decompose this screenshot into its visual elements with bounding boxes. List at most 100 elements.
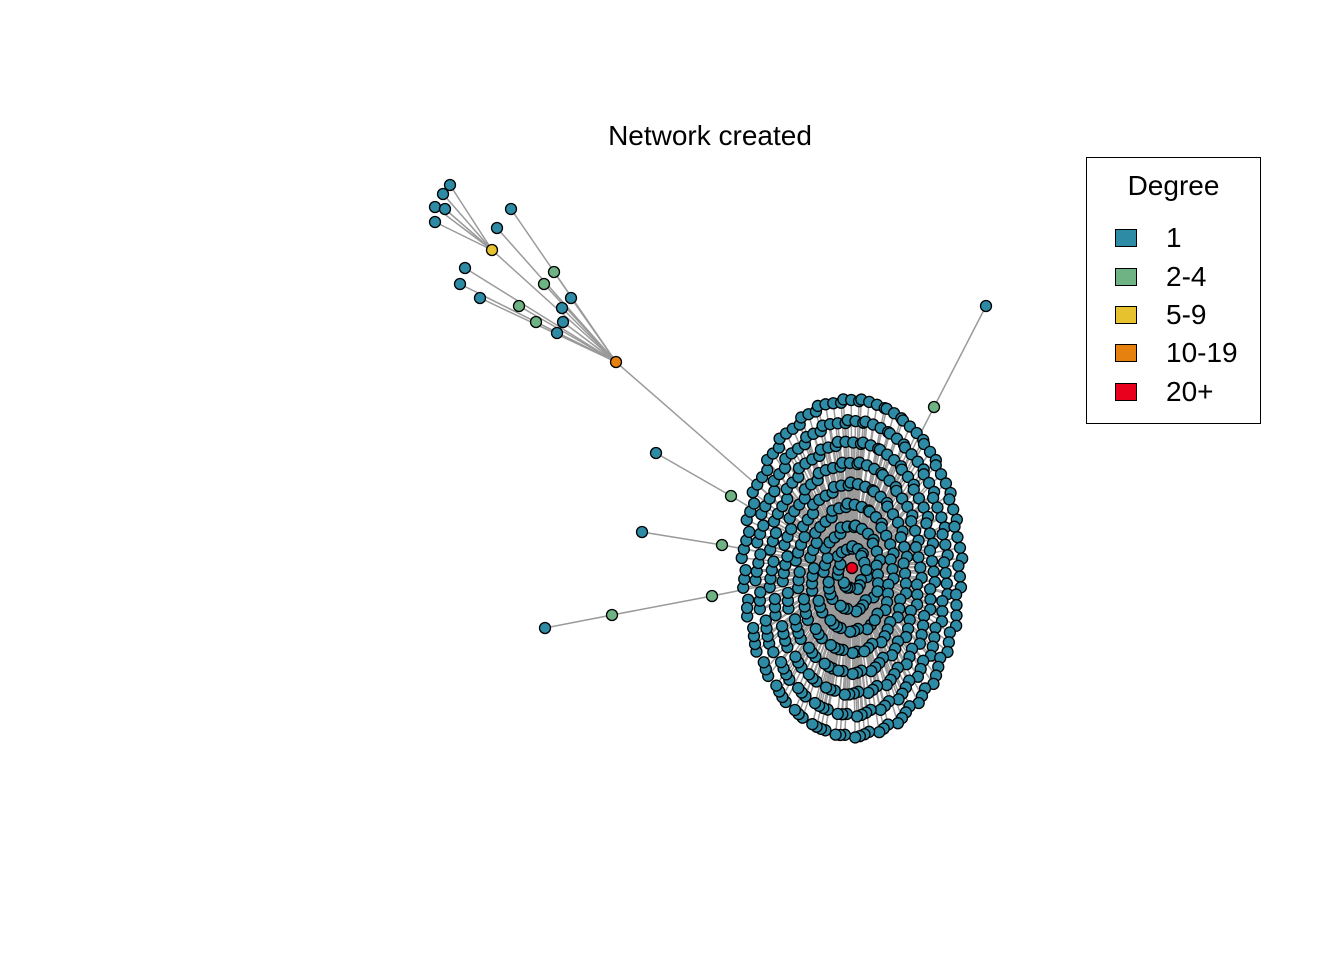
node-degree-1 xyxy=(953,570,967,583)
node-degree-10-19 xyxy=(609,355,623,369)
edge xyxy=(562,321,617,363)
node-degree-1 xyxy=(428,215,442,229)
node-degree-1 xyxy=(937,556,951,569)
node-degree-2-4 xyxy=(724,489,738,503)
node-degree-1 xyxy=(436,187,450,201)
node-degree-1 xyxy=(950,609,963,622)
node-degree-1 xyxy=(912,551,925,564)
legend-swatch-degree-10-19 xyxy=(1115,344,1137,362)
node-degree-1 xyxy=(923,445,937,459)
node-degree-1 xyxy=(770,679,783,692)
legend-item-degree-5-9: 5-9 xyxy=(1115,299,1207,330)
node-degree-1 xyxy=(948,520,961,533)
node-degree-1 xyxy=(757,656,770,669)
node-degree-1 xyxy=(860,563,873,577)
node-degree-1 xyxy=(504,202,518,216)
legend-swatch-degree-5-9 xyxy=(1115,306,1137,324)
node-degree-1 xyxy=(949,588,963,601)
node-degree-1 xyxy=(939,566,952,580)
node-degree-1 xyxy=(443,178,457,192)
node-degree-1 xyxy=(781,492,794,506)
node-degree-1 xyxy=(934,468,948,481)
node-degree-1 xyxy=(810,536,823,550)
node-degree-1 xyxy=(925,554,939,568)
node-degree-1 xyxy=(952,559,965,573)
node-degree-1 xyxy=(832,664,845,677)
node-degree-1 xyxy=(951,531,964,544)
node-degree-5-9 xyxy=(485,243,499,257)
node-degree-2-4 xyxy=(927,400,941,414)
node-degree-1 xyxy=(458,261,472,275)
edge xyxy=(655,452,732,497)
node-degree-1 xyxy=(850,710,864,723)
node-degree-1 xyxy=(473,291,487,305)
legend-label-degree-1: 1 xyxy=(1166,222,1182,253)
node-degree-1 xyxy=(808,696,822,710)
node-degree-1 xyxy=(940,577,953,590)
node-degree-2-4 xyxy=(529,315,543,329)
node-degree-1 xyxy=(936,528,949,541)
node-degree-1 xyxy=(798,530,811,544)
node-degree-2-4 xyxy=(605,608,619,622)
node-degree-1 xyxy=(747,621,760,635)
node-degree-1 xyxy=(757,519,770,532)
edge xyxy=(496,227,617,363)
node-degree-1 xyxy=(781,586,795,600)
legend-label-degree-5-9: 5-9 xyxy=(1166,299,1207,330)
node-degree-1 xyxy=(862,686,875,699)
edge xyxy=(611,595,713,616)
node-degree-2-4 xyxy=(715,538,729,552)
node-degree-1 xyxy=(873,726,886,739)
legend-label-degree-2-4: 2-4 xyxy=(1166,261,1207,292)
node-degree-1 xyxy=(834,599,847,612)
node-degree-1 xyxy=(739,563,752,577)
node-degree-1 xyxy=(818,657,831,670)
node-degree-1 xyxy=(807,562,821,575)
node-degree-1 xyxy=(793,565,806,579)
node-degree-1 xyxy=(774,656,788,669)
edge xyxy=(544,614,613,629)
node-degree-1 xyxy=(871,585,884,598)
node-degree-1 xyxy=(538,621,552,635)
node-degree-2-4 xyxy=(537,277,551,291)
node-degree-2-4 xyxy=(705,589,719,603)
node-degree-1 xyxy=(747,497,761,510)
node-degree-1 xyxy=(868,613,881,627)
node-degree-1 xyxy=(453,277,467,291)
node-degree-1 xyxy=(788,613,802,626)
node-degree-1 xyxy=(490,221,504,235)
node-degree-1 xyxy=(936,605,949,618)
node-degree-1 xyxy=(767,555,780,568)
node-degree-1 xyxy=(754,586,767,599)
edge xyxy=(510,208,617,363)
node-degree-1 xyxy=(829,728,842,741)
node-degree-1 xyxy=(849,731,862,744)
node-degree-1 xyxy=(806,718,819,731)
node-degree-1 xyxy=(927,565,940,578)
node-degree-1 xyxy=(564,291,578,305)
node-degree-1 xyxy=(789,650,802,663)
node-degree-1 xyxy=(923,527,937,540)
node-degree-1 xyxy=(947,503,960,516)
node-degree-1 xyxy=(824,614,837,627)
node-degree-1 xyxy=(781,550,794,563)
node-degree-1 xyxy=(438,202,452,216)
legend-item-degree-20-plus: 20+ xyxy=(1115,376,1214,407)
node-degree-1 xyxy=(950,598,963,612)
node-degree-1 xyxy=(761,463,774,477)
legend-item-degree-2-4: 2-4 xyxy=(1115,261,1207,292)
node-degree-1 xyxy=(824,638,838,652)
node-degree-1 xyxy=(914,561,927,574)
node-degree-1 xyxy=(759,614,772,627)
node-degree-1 xyxy=(555,301,569,315)
node-degree-1 xyxy=(897,557,910,570)
chart-title: Network created xyxy=(608,120,812,151)
node-degree-2-4 xyxy=(512,299,526,313)
node-degree-1 xyxy=(428,200,442,214)
legend-item-degree-1: 1 xyxy=(1115,222,1182,253)
node-degree-1 xyxy=(858,645,871,658)
edge xyxy=(434,221,493,251)
edge xyxy=(449,184,493,251)
edge xyxy=(442,193,493,251)
node-degree-1 xyxy=(923,544,937,557)
